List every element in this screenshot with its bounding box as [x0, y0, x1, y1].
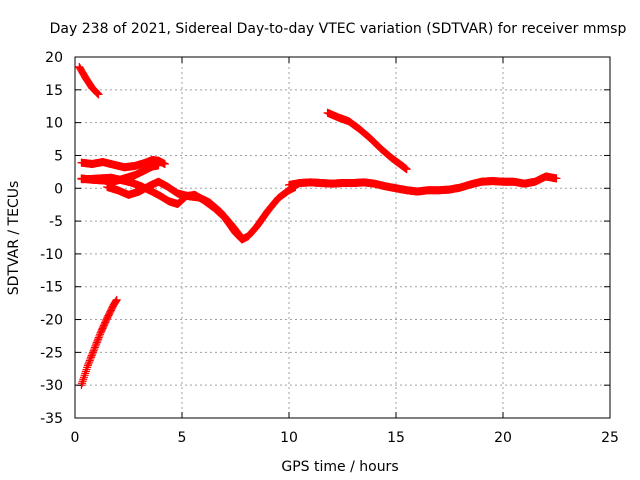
x-tick-label: 25: [601, 430, 619, 446]
data-point: [87, 353, 96, 362]
data-point: [92, 88, 101, 97]
data-point: [90, 345, 99, 354]
data-point: [83, 363, 92, 372]
data-point: [237, 233, 246, 242]
data-marks: [75, 62, 561, 390]
y-tick-label: -35: [40, 411, 63, 427]
x-tick-label: 10: [280, 430, 298, 446]
data-point: [81, 367, 90, 376]
data-point: [89, 346, 98, 355]
data-point: [92, 340, 101, 349]
y-tick-label: 0: [54, 181, 63, 197]
data-point: [237, 234, 246, 243]
data-point: [93, 89, 102, 98]
data-point: [85, 358, 94, 367]
data-point: [81, 369, 90, 378]
data-point: [87, 351, 96, 360]
y-tick-label: -15: [40, 280, 63, 296]
data-point: [88, 348, 97, 357]
plot-frame: [74, 56, 611, 419]
chart-title: Day 238 of 2021, Sidereal Day-to-day VTE…: [50, 21, 627, 37]
x-tick-label: 5: [178, 430, 187, 446]
grid-layer: [75, 57, 610, 418]
x-tick-label: 0: [71, 430, 80, 446]
y-axis-title: SDTVAR / TECUs: [6, 181, 22, 296]
data-point: [84, 359, 93, 368]
y-tick-label: 5: [54, 148, 63, 164]
y-tick-label: 20: [45, 50, 63, 66]
y-tick-label: 10: [45, 116, 63, 132]
data-point: [95, 331, 104, 340]
data-point: [83, 361, 92, 370]
series-arc-7: [323, 108, 411, 174]
data-point: [112, 295, 121, 304]
data-point: [78, 379, 87, 388]
data-point: [78, 377, 87, 386]
data-point: [93, 89, 102, 98]
data-point: [94, 335, 103, 344]
data-point: [79, 375, 88, 384]
data-point: [154, 161, 163, 170]
x-tick-label: 20: [494, 430, 512, 446]
x-tick-label: 15: [387, 430, 405, 446]
x-axis-title: GPS time / hours: [281, 459, 398, 475]
series-arc-6: [77, 295, 121, 390]
data-point: [160, 159, 169, 168]
data-point: [94, 333, 103, 342]
data-point: [402, 165, 411, 174]
y-tick-label: -10: [40, 247, 63, 263]
data-point: [92, 338, 101, 347]
y-tick-label: -25: [40, 345, 63, 361]
data-point: [82, 365, 91, 374]
data-point: [90, 343, 99, 352]
data-point: [112, 296, 121, 305]
data-point: [88, 350, 97, 359]
axis-ticks: 0 5 10 15 20 25 -35 -30 -25 -20 -15 -10 -5 0 5 10 15 20: [40, 50, 619, 446]
y-tick-label: -30: [40, 378, 63, 394]
y-tick-label: -20: [40, 313, 63, 329]
series-arc-1: [75, 62, 103, 99]
series-arc-2: [77, 156, 169, 172]
series-arc-5: [103, 177, 246, 243]
series-arc-8: [285, 172, 561, 196]
data-point: [86, 354, 95, 363]
data-point: [552, 174, 561, 183]
data-point: [236, 232, 245, 241]
data-point: [93, 336, 102, 345]
y-tick-label: 15: [45, 83, 63, 99]
data-point: [79, 373, 88, 382]
y-tick-label: -5: [49, 214, 63, 230]
data-point: [94, 90, 103, 99]
data-point: [80, 371, 89, 380]
data-point: [85, 356, 94, 365]
data-point: [91, 341, 100, 350]
